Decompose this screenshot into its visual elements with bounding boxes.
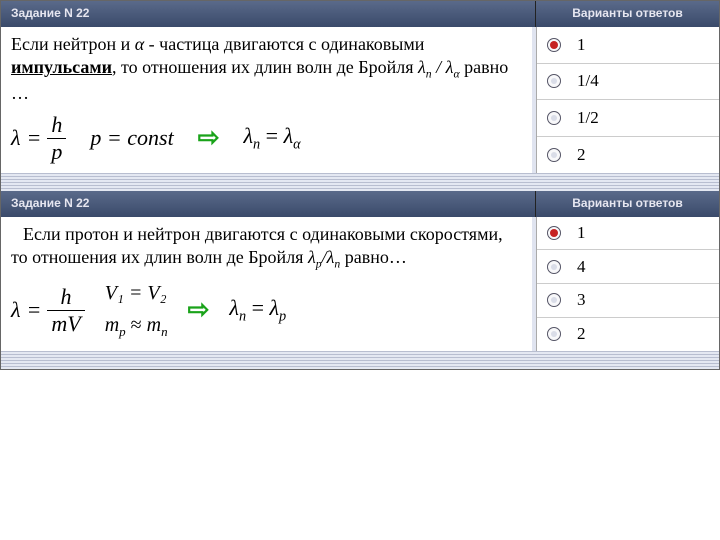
task2-answers: 1 4 3 2: [536, 217, 719, 351]
task2-question: Если протон и нейтрон двигаются с одинак…: [1, 217, 536, 351]
task1-answer-4[interactable]: 2: [537, 136, 719, 173]
t2-mn-sub: n: [161, 324, 168, 339]
t2-ratio-l1: λ: [308, 247, 316, 267]
t1-lambda: λ: [11, 124, 21, 153]
task2-header: Задание N 22 Варианты ответов: [1, 191, 719, 217]
t2-result: λn = λp: [229, 294, 286, 326]
t2-mpm-n: mp ≈ mn: [105, 312, 168, 341]
radio-icon: [547, 74, 561, 88]
task1-title: Задание N 22: [1, 1, 536, 27]
task2-formulas: λ = h mV V₁ = V₂ mp ≈ mn ⇨ λn = λp: [11, 280, 522, 341]
t2-ratio-n: n: [334, 258, 340, 271]
t2-lambda: λ: [11, 296, 21, 325]
task2-question-text: Если протон и нейтрон двигаются с одинак…: [11, 223, 522, 272]
divider-stripes: [1, 173, 719, 191]
t1-equals: =: [27, 124, 42, 153]
radio-icon: [547, 148, 561, 162]
task2-answer-1[interactable]: 1: [537, 217, 719, 250]
t2-tail: равно…: [345, 247, 407, 267]
radio-icon: [547, 111, 561, 125]
t2-mn: m: [147, 314, 161, 336]
task2-answer-3[interactable]: 3: [537, 283, 719, 317]
t1-pre: Если нейтрон и: [11, 34, 135, 54]
t2-ratio: λp/λn: [308, 247, 340, 267]
t1-ratio-a: α: [453, 68, 459, 81]
t2-r-l1: λ: [229, 295, 239, 320]
answer-label: 2: [577, 324, 586, 344]
task2-title: Задание N 22: [1, 191, 536, 217]
t2-v2: V₂: [147, 282, 166, 304]
radio-icon: [547, 260, 561, 274]
t1-lambda-eq: λ = h p: [11, 114, 66, 163]
t2-frac: h mV: [47, 286, 84, 335]
t1-mid: - частица двигаются с одинаковыми: [144, 34, 424, 54]
t2-equals: =: [27, 296, 42, 325]
t1-ratio-n: n: [426, 68, 432, 81]
answer-label: 1: [577, 223, 586, 243]
t1-p: p: [47, 138, 66, 163]
arrow-icon: ⇨: [198, 121, 220, 155]
radio-icon: [547, 226, 561, 240]
t1-frac: h p: [47, 114, 66, 163]
t2-h: h: [57, 286, 76, 310]
t1-r-eq: =: [266, 123, 278, 148]
radio-icon: [547, 327, 561, 341]
task2-answer-4[interactable]: 2: [537, 317, 719, 351]
t1-r-a: α: [293, 136, 301, 152]
t1-r-n: n: [253, 136, 260, 152]
answer-label: 1/4: [577, 71, 599, 91]
t2-stack: V₁ = V₂ mp ≈ mn: [105, 280, 168, 341]
task1-answer-2[interactable]: 1/4: [537, 63, 719, 100]
task1-answers-title: Варианты ответов: [536, 1, 719, 27]
worksheet: Задание N 22 Варианты ответов Если нейтр…: [0, 0, 720, 370]
task1-question: Если нейтрон и α - частица двигаются с о…: [1, 27, 536, 173]
t1-result: λn = λα: [243, 122, 300, 154]
t1-r-l2: λ: [284, 123, 294, 148]
t2-r-eq: =: [252, 295, 264, 320]
radio-icon: [547, 293, 561, 307]
task1-formulas: λ = h p p = const ⇨ λn = λα: [11, 114, 522, 163]
answer-label: 2: [577, 145, 586, 165]
t2-emph: скоростями: [410, 224, 498, 244]
task1-question-text: Если нейтрон и α - частица двигаются с о…: [11, 33, 522, 106]
t2-pre: Если протон и нейтрон двигаются с одинак…: [23, 224, 410, 244]
t2-mv: mV: [47, 310, 84, 335]
arrow-icon: ⇨: [188, 293, 210, 327]
t2-ratio-p: p: [316, 258, 322, 271]
t1-h: h: [47, 114, 66, 138]
t2-v1v2: V₁ = V₂: [105, 280, 168, 306]
t2-approx: ≈: [131, 314, 142, 336]
t1-alpha: α: [135, 34, 144, 54]
task1-answer-1[interactable]: 1: [537, 27, 719, 63]
task1-answers: 1 1/4 1/2 2: [536, 27, 719, 173]
task1-header: Задание N 22 Варианты ответов: [1, 1, 719, 27]
divider-stripes: [1, 351, 719, 369]
t2-mp: m: [105, 314, 119, 336]
t2-r-p: p: [279, 309, 286, 325]
answer-label: 1: [577, 35, 586, 55]
t2-r-n: n: [239, 309, 246, 325]
t1-emph: импульсами: [11, 57, 112, 77]
answer-label: 3: [577, 290, 586, 310]
t1-ratio: λn / λα: [418, 57, 460, 77]
radio-icon: [547, 38, 561, 52]
task2-answers-title: Варианты ответов: [536, 191, 719, 217]
t2-r-l2: λ: [270, 295, 280, 320]
t1-r-l1: λ: [243, 123, 253, 148]
answer-label: 4: [577, 257, 586, 277]
task2-answer-2[interactable]: 4: [537, 249, 719, 283]
t2-v1: V₁: [105, 282, 124, 304]
answer-label: 1/2: [577, 108, 599, 128]
t1-post: , то отношения их длин волн де Бройля: [112, 57, 418, 77]
task2-body: Если протон и нейтрон двигаются с одинак…: [1, 217, 719, 351]
t1-ratio-l1: λ: [418, 57, 426, 77]
task1-answer-3[interactable]: 1/2: [537, 99, 719, 136]
task1-body: Если нейтрон и α - частица двигаются с о…: [1, 27, 719, 173]
t2-mp-sub: p: [119, 324, 126, 339]
t2-lambda-eq: λ = h mV: [11, 286, 85, 335]
t1-const: p = const: [90, 124, 173, 153]
